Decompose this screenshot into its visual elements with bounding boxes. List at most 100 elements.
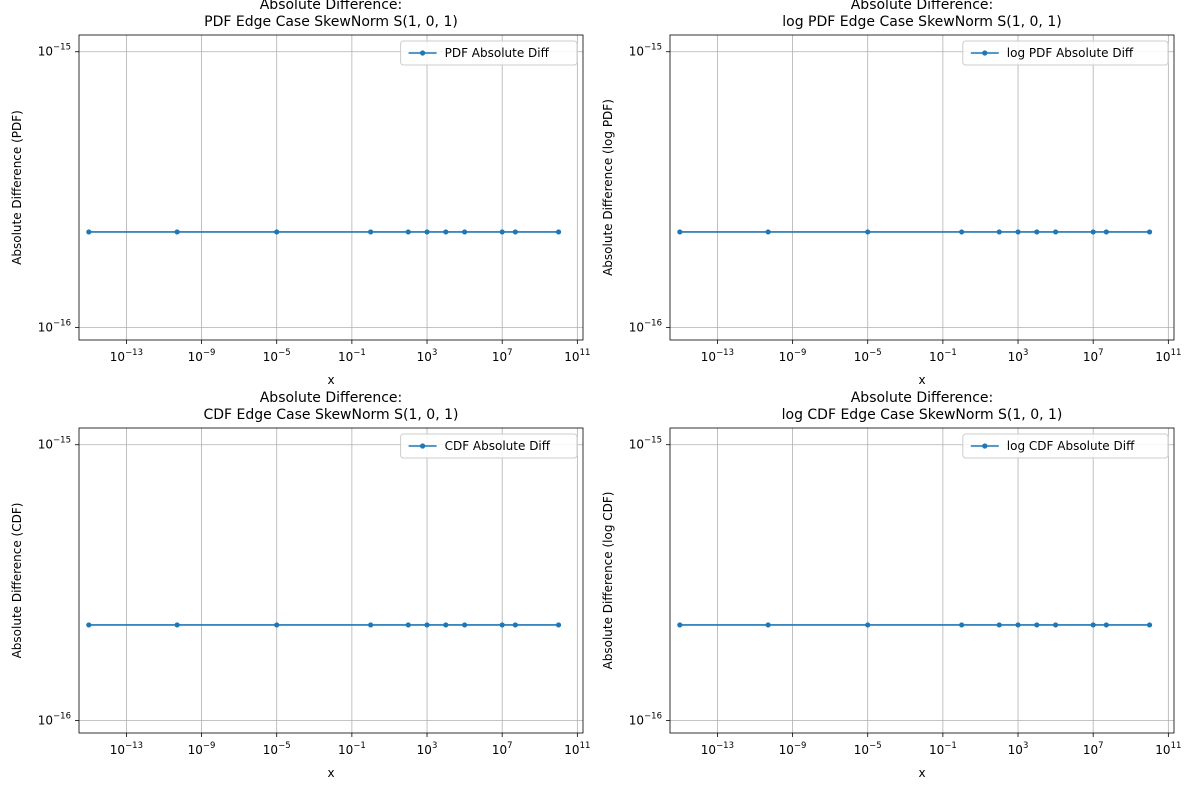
data-point [274,229,280,235]
x-tick-label: 10−5 [263,348,291,364]
chart-title: log PDF Edge Case SkewNorm S(1, 0, 1) [782,14,1061,30]
legend-box [962,433,1169,459]
x-tick-label: 10−9 [188,741,216,757]
x-tick-label: 10−9 [779,348,807,364]
axes-frame [78,427,584,734]
x-axis-label: x [918,373,925,387]
data-point [677,622,683,628]
data-point [86,622,92,628]
data-point [499,622,505,628]
data-point [174,622,180,628]
x-tick-label: 107 [492,741,513,757]
legend: log PDF Absolute Diff [962,40,1169,66]
legend-box [962,40,1169,66]
data-point [1103,229,1109,235]
chart-title: PDF Edge Case SkewNorm S(1, 0, 1) [204,14,458,30]
x-axis-label: x [327,373,334,387]
legend-box [400,40,578,66]
data-point [443,229,449,235]
x-tick-label: 1011 [1155,741,1181,757]
y-tick-label: 10−15 [38,43,71,59]
x-tick-label: 1011 [564,348,590,364]
x-tick-label: 107 [1083,348,1104,364]
x-tick-label: 107 [1083,741,1104,757]
y-tick-label: 10−16 [629,711,662,727]
data-point [765,622,771,628]
y-tick-label: 10−16 [38,711,71,727]
data-point [462,229,468,235]
data-point [424,229,430,235]
data-point [499,229,505,235]
data-point [1146,622,1153,628]
data-point [1015,229,1021,235]
x-axis-label: x [918,766,925,780]
x-tick-label: 103 [1008,348,1029,364]
legend-marker-swatch [420,443,426,449]
data-point [405,229,411,235]
x-tick-label: 103 [417,348,438,364]
data-point [1053,622,1059,628]
data-point [512,229,518,235]
subplot-3: 10−13 10−9 10−5 10−1 103 107 1011 10−16 10−15 Abs… [10,390,590,780]
subplot-2: 10−13 10−9 10−5 10−1 103 107 1011 10−16 10−15 Abs… [601,0,1181,387]
x-tick-label: 10−5 [854,348,882,364]
y-tick-label: 10−15 [629,436,662,452]
y-tick-label: 10−15 [629,43,662,59]
x-tick-label: 103 [1008,741,1029,757]
x-tick-label: 10−13 [701,741,734,757]
y-axis-label: Absolute Difference (log CDF) [601,492,615,670]
data-point [443,622,449,628]
y-tick-label: 10−16 [38,318,71,334]
x-tick-label: 10−5 [854,741,882,757]
chart-title: CDF Edge Case SkewNorm S(1, 0, 1) [204,407,459,423]
x-axis-label: x [327,766,334,780]
x-tick-label: 1011 [1155,348,1181,364]
data-point [959,229,965,235]
chart-title: Absolute Difference: [851,390,994,406]
chart-title: Absolute Difference: [851,0,994,13]
x-tick-label: 10−1 [338,741,366,757]
data-point [512,622,518,628]
x-tick-label: 107 [492,348,513,364]
legend-box [400,433,578,459]
data-point [86,229,92,235]
subplot-4: 10−13 10−9 10−5 10−1 103 107 1011 10−16 10−15 Abs… [601,390,1181,780]
data-point [368,622,374,628]
chart-title: Absolute Difference: [260,390,403,406]
y-axis-label: Absolute Difference (PDF) [10,110,24,265]
y-axis-label: Absolute Difference (CDF) [10,503,24,659]
data-point [996,229,1002,235]
data-point [1034,622,1040,628]
axes-frame [78,34,584,341]
data-point [462,622,468,628]
x-tick-label: 10−13 [110,348,143,364]
x-tick-label: 10−1 [929,348,957,364]
x-tick-label: 10−1 [338,348,366,364]
legend-label: PDF Absolute Diff [445,46,550,60]
data-point [996,622,1002,628]
chart-title: log CDF Edge Case SkewNorm S(1, 0, 1) [782,407,1063,423]
data-point [1090,622,1096,628]
data-point [555,622,562,628]
data-point [555,229,562,235]
data-point [765,229,771,235]
legend-label: CDF Absolute Diff [445,439,551,453]
data-point [677,229,683,235]
y-tick-label: 10−15 [38,436,71,452]
data-point [274,622,280,628]
axes-frame [669,34,1175,341]
legend-label: log PDF Absolute Diff [1007,46,1134,60]
data-point [368,229,374,235]
x-tick-label: 10−13 [110,741,143,757]
data-point [1090,229,1096,235]
legend: PDF Absolute Diff [400,40,578,66]
axes-frame [669,427,1175,734]
data-point [865,229,871,235]
x-tick-label: 10−9 [779,741,807,757]
data-point [405,622,411,628]
legend: CDF Absolute Diff [400,433,578,459]
data-point [1053,229,1059,235]
legend-marker-swatch [982,50,988,56]
y-tick-label: 10−16 [629,318,662,334]
